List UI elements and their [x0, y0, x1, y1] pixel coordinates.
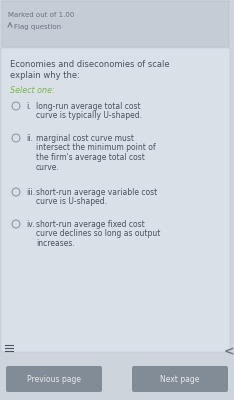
FancyBboxPatch shape — [1, 48, 230, 352]
Text: Select one:: Select one: — [10, 86, 55, 95]
Text: iii.: iii. — [26, 188, 35, 197]
Text: intersect the minimum point of: intersect the minimum point of — [36, 144, 156, 152]
FancyBboxPatch shape — [2, 1, 229, 47]
Text: curve is typically U-shaped.: curve is typically U-shaped. — [36, 112, 142, 120]
Text: Next page: Next page — [160, 374, 200, 384]
Text: Economies and diseconomies of scale: Economies and diseconomies of scale — [10, 60, 170, 69]
Text: Marked out of 1.00: Marked out of 1.00 — [8, 12, 74, 18]
Text: curve.: curve. — [36, 162, 60, 172]
Text: explain why the:: explain why the: — [10, 71, 80, 80]
Text: <: < — [224, 345, 234, 358]
Text: curve declines so long as output: curve declines so long as output — [36, 230, 160, 238]
Text: increases.: increases. — [36, 239, 75, 248]
Text: Flag question: Flag question — [14, 24, 61, 30]
Text: iv.: iv. — [26, 220, 34, 229]
Text: i.: i. — [26, 102, 31, 111]
Text: ii.: ii. — [26, 134, 33, 143]
Text: Previous page: Previous page — [27, 374, 81, 384]
Text: short-run average fixed cost: short-run average fixed cost — [36, 220, 145, 229]
FancyBboxPatch shape — [132, 366, 228, 392]
Text: curve is U-shaped.: curve is U-shaped. — [36, 198, 107, 206]
Text: marginal cost curve must: marginal cost curve must — [36, 134, 134, 143]
Text: long-run average total cost: long-run average total cost — [36, 102, 141, 111]
Text: short-run average variable cost: short-run average variable cost — [36, 188, 157, 197]
FancyBboxPatch shape — [6, 366, 102, 392]
Text: the firm's average total cost: the firm's average total cost — [36, 153, 145, 162]
